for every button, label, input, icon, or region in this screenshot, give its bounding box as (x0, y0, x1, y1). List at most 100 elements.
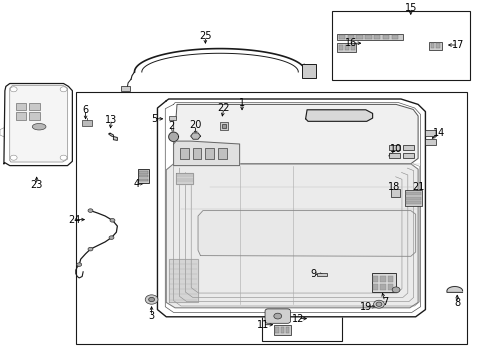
Circle shape (88, 209, 93, 212)
Bar (219, 122, 228, 130)
Circle shape (109, 236, 114, 239)
Bar (139, 171, 148, 174)
Bar (331, 11, 469, 80)
Bar (425, 139, 435, 145)
Bar (138, 169, 149, 183)
Bar (261, 297, 342, 341)
Text: 6: 6 (82, 105, 88, 115)
Polygon shape (446, 287, 462, 292)
Text: 16: 16 (344, 38, 357, 48)
Bar (356, 35, 362, 39)
Text: 18: 18 (386, 182, 399, 192)
FancyBboxPatch shape (264, 309, 290, 323)
Polygon shape (305, 110, 372, 121)
Bar (428, 42, 441, 50)
Bar (406, 192, 420, 195)
Bar (139, 175, 148, 177)
Bar (365, 35, 371, 39)
Bar (371, 273, 395, 292)
Text: 4: 4 (134, 179, 140, 189)
Bar (275, 327, 278, 333)
Bar (273, 325, 290, 335)
Bar (338, 35, 345, 39)
Bar (380, 276, 385, 282)
Bar (316, 273, 326, 276)
Polygon shape (108, 133, 117, 140)
Text: 7: 7 (381, 297, 387, 307)
Text: 1: 1 (239, 98, 244, 108)
Circle shape (110, 219, 115, 222)
Bar (16, 103, 26, 110)
Bar (425, 130, 435, 136)
Bar (406, 197, 420, 200)
Text: 17: 17 (451, 40, 464, 50)
Text: 10: 10 (389, 144, 402, 154)
Polygon shape (10, 86, 67, 162)
Text: 2: 2 (168, 121, 174, 131)
Bar (139, 179, 148, 181)
Text: 25: 25 (199, 31, 211, 41)
Circle shape (77, 263, 81, 266)
Circle shape (373, 300, 384, 308)
Polygon shape (4, 84, 72, 166)
Text: 9: 9 (309, 269, 315, 279)
Text: 23: 23 (30, 180, 43, 190)
Polygon shape (166, 164, 417, 308)
Bar (29, 103, 40, 110)
Bar (302, 64, 315, 78)
Circle shape (391, 287, 399, 293)
Bar (344, 45, 348, 50)
Bar (402, 153, 413, 158)
Polygon shape (173, 104, 417, 164)
Bar (388, 153, 399, 158)
Circle shape (148, 297, 154, 302)
Bar (337, 34, 403, 40)
Bar (435, 43, 439, 48)
Circle shape (60, 155, 67, 160)
Polygon shape (168, 132, 178, 141)
Polygon shape (190, 133, 200, 139)
Bar (388, 145, 399, 150)
Bar (285, 327, 289, 333)
Bar (380, 284, 385, 290)
Text: 11: 11 (256, 320, 268, 330)
Text: 5: 5 (151, 114, 157, 124)
Bar (192, 148, 201, 159)
Text: 15: 15 (404, 3, 416, 13)
Bar (404, 190, 421, 206)
Bar (168, 116, 175, 120)
Bar (406, 201, 420, 204)
Circle shape (273, 313, 281, 319)
Bar (218, 148, 226, 159)
Text: 12: 12 (291, 314, 304, 324)
Polygon shape (198, 211, 415, 256)
Bar (338, 45, 342, 50)
Text: 14: 14 (432, 128, 445, 138)
Text: 19: 19 (359, 302, 371, 312)
Bar (390, 189, 399, 197)
Bar (387, 284, 392, 290)
Bar (347, 35, 353, 39)
Bar (221, 124, 226, 128)
Circle shape (60, 87, 67, 92)
Bar (121, 86, 130, 91)
Text: 13: 13 (105, 114, 118, 125)
Polygon shape (173, 141, 239, 166)
Polygon shape (157, 99, 425, 317)
Text: 22: 22 (217, 103, 230, 113)
Bar (391, 35, 397, 39)
Text: 3: 3 (148, 311, 154, 321)
Text: 8: 8 (453, 298, 459, 308)
Bar (373, 35, 380, 39)
Bar (387, 276, 392, 282)
Bar (337, 43, 355, 52)
Circle shape (375, 302, 381, 306)
Bar (372, 276, 378, 282)
Bar (16, 112, 26, 120)
Bar (205, 148, 214, 159)
Bar (280, 327, 284, 333)
Bar (430, 43, 433, 48)
Bar (350, 45, 354, 50)
Circle shape (145, 295, 158, 304)
Bar (402, 145, 413, 150)
